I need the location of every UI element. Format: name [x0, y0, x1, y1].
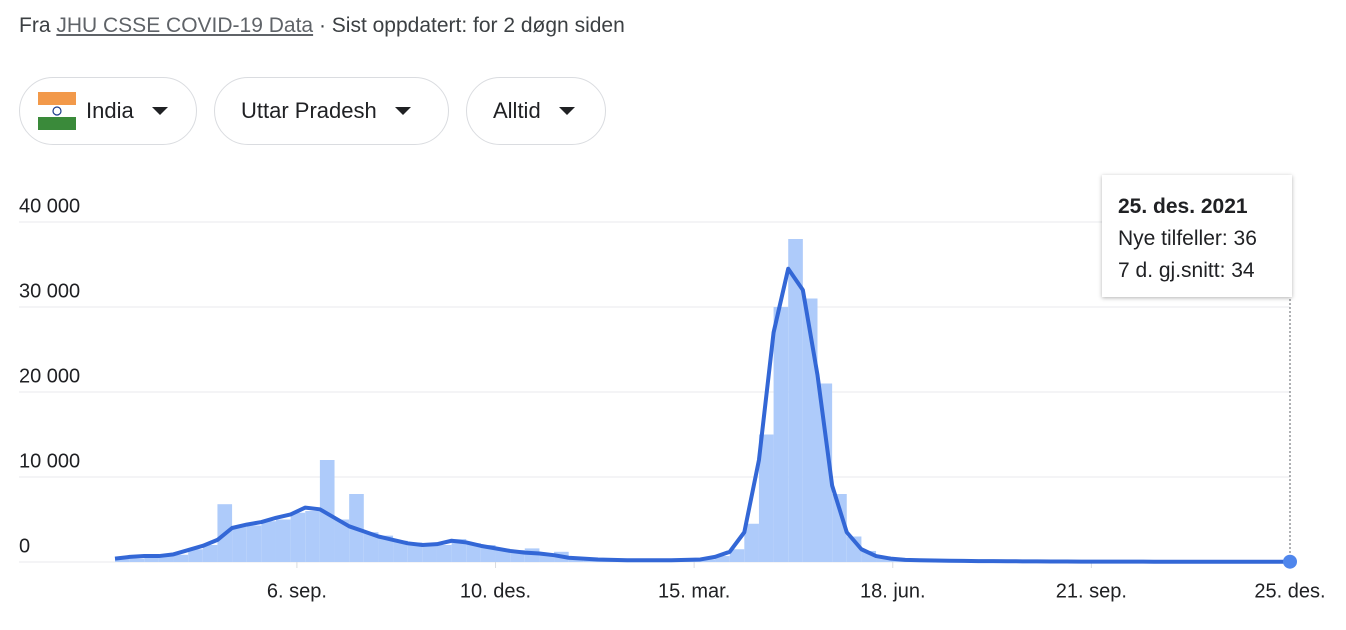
y-tick-label: 20 000: [19, 365, 80, 387]
x-tick-label: 10. des.: [460, 580, 531, 602]
bar: [861, 550, 877, 562]
tooltip: 25. des. 2021 Nye tilfeller36 7 d. gj.sn…: [1102, 175, 1292, 297]
x-tick-label: 25. des.: [1254, 580, 1325, 602]
bar: [144, 556, 159, 562]
bar: [422, 545, 437, 562]
bar: [744, 523, 759, 562]
bar: [261, 521, 276, 562]
header: Fra JHU CSSE COVID-19 Data · Sist oppdat…: [19, 14, 625, 38]
region-filter[interactable]: Uttar Pradesh: [214, 77, 449, 145]
bar: [495, 549, 511, 562]
y-tick-label: 10 000: [19, 450, 80, 472]
x-tick-label: 21. sep.: [1056, 580, 1127, 602]
bar: [539, 554, 555, 562]
bar: [334, 519, 350, 562]
bar: [788, 239, 803, 562]
hover-dot: [1283, 554, 1297, 569]
tooltip-value: 34: [1231, 259, 1255, 282]
bar: [246, 525, 262, 562]
bar: [715, 556, 730, 562]
x-tick-label: 15. mar.: [658, 580, 730, 602]
bar: [129, 558, 145, 562]
country-filter[interactable]: India: [19, 77, 197, 145]
bar: [275, 519, 291, 562]
bar: [232, 526, 247, 562]
x-tick-label: 6. sep.: [267, 580, 327, 602]
tooltip-row: 7 d. gj.snitt34: [1118, 255, 1276, 287]
bar: [817, 383, 833, 562]
bar: [378, 535, 394, 562]
flag: [38, 92, 76, 130]
bar: [876, 556, 891, 562]
avg-line: [114, 266, 1290, 564]
y-tick-label: 0: [19, 535, 30, 557]
bar: [393, 540, 408, 562]
period-filter[interactable]: Alltid: [466, 77, 606, 145]
bar: [305, 511, 320, 562]
bar: [188, 549, 203, 562]
bar: [510, 550, 525, 562]
y-tick-label: 30 000: [19, 280, 80, 302]
tooltip-value: 36: [1233, 227, 1257, 250]
bar: [290, 512, 306, 562]
filter-label: Uttar Pradesh: [241, 98, 377, 123]
bar: [729, 549, 745, 562]
filter-label: India: [86, 98, 134, 123]
tooltip-name: Nye tilfeller: [1118, 227, 1234, 250]
bar: [202, 545, 218, 562]
bar: [363, 532, 379, 562]
bar: [451, 539, 467, 562]
tooltip-name: 7 d. gj.snitt: [1118, 259, 1231, 282]
tooltip-row: Nye tilfeller36: [1118, 223, 1276, 255]
y-tick-label: 40 000: [19, 195, 80, 217]
source-link[interactable]: JHU CSSE COVID-19 Data: [56, 14, 314, 37]
bar: [407, 542, 423, 562]
x-tick-label: 18. jun.: [860, 580, 926, 602]
updated: · Sist oppdatert: for 2 døgn siden: [318, 14, 625, 37]
bar: [173, 554, 189, 562]
bar: [158, 555, 174, 562]
bar: [773, 307, 789, 562]
filter-label: Alltid: [493, 98, 541, 123]
bar: [436, 545, 452, 562]
bar: [832, 494, 847, 562]
bar: [700, 559, 716, 562]
tooltip-title: 25. des. 2021: [1118, 195, 1248, 218]
bar: [758, 434, 774, 562]
bar: [319, 460, 335, 562]
bar: [466, 543, 481, 562]
prefix: Fra: [19, 14, 51, 37]
